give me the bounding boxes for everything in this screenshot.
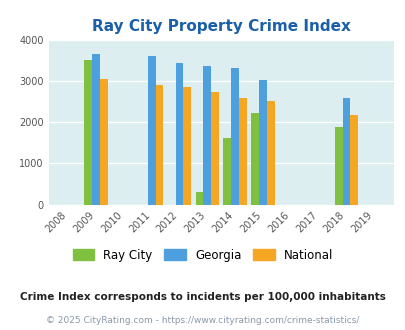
Bar — [175, 63, 183, 205]
Bar — [84, 60, 92, 205]
Bar — [231, 68, 239, 205]
Bar — [342, 98, 350, 205]
Bar — [266, 102, 274, 205]
Bar — [155, 84, 163, 205]
Bar — [239, 98, 246, 205]
Bar — [223, 138, 231, 205]
Legend: Ray City, Georgia, National: Ray City, Georgia, National — [68, 244, 337, 266]
Bar — [251, 113, 258, 205]
Bar — [211, 92, 219, 205]
Bar — [92, 53, 100, 205]
Bar — [258, 81, 266, 205]
Bar — [350, 115, 357, 205]
Bar — [100, 79, 107, 205]
Bar — [195, 192, 203, 205]
Bar — [334, 127, 342, 205]
Title: Ray City Property Crime Index: Ray City Property Crime Index — [92, 19, 350, 34]
Bar — [183, 87, 191, 205]
Bar — [147, 56, 155, 205]
Text: Crime Index corresponds to incidents per 100,000 inhabitants: Crime Index corresponds to incidents per… — [20, 292, 385, 302]
Text: © 2025 CityRating.com - https://www.cityrating.com/crime-statistics/: © 2025 CityRating.com - https://www.city… — [46, 315, 359, 325]
Bar — [203, 66, 211, 205]
